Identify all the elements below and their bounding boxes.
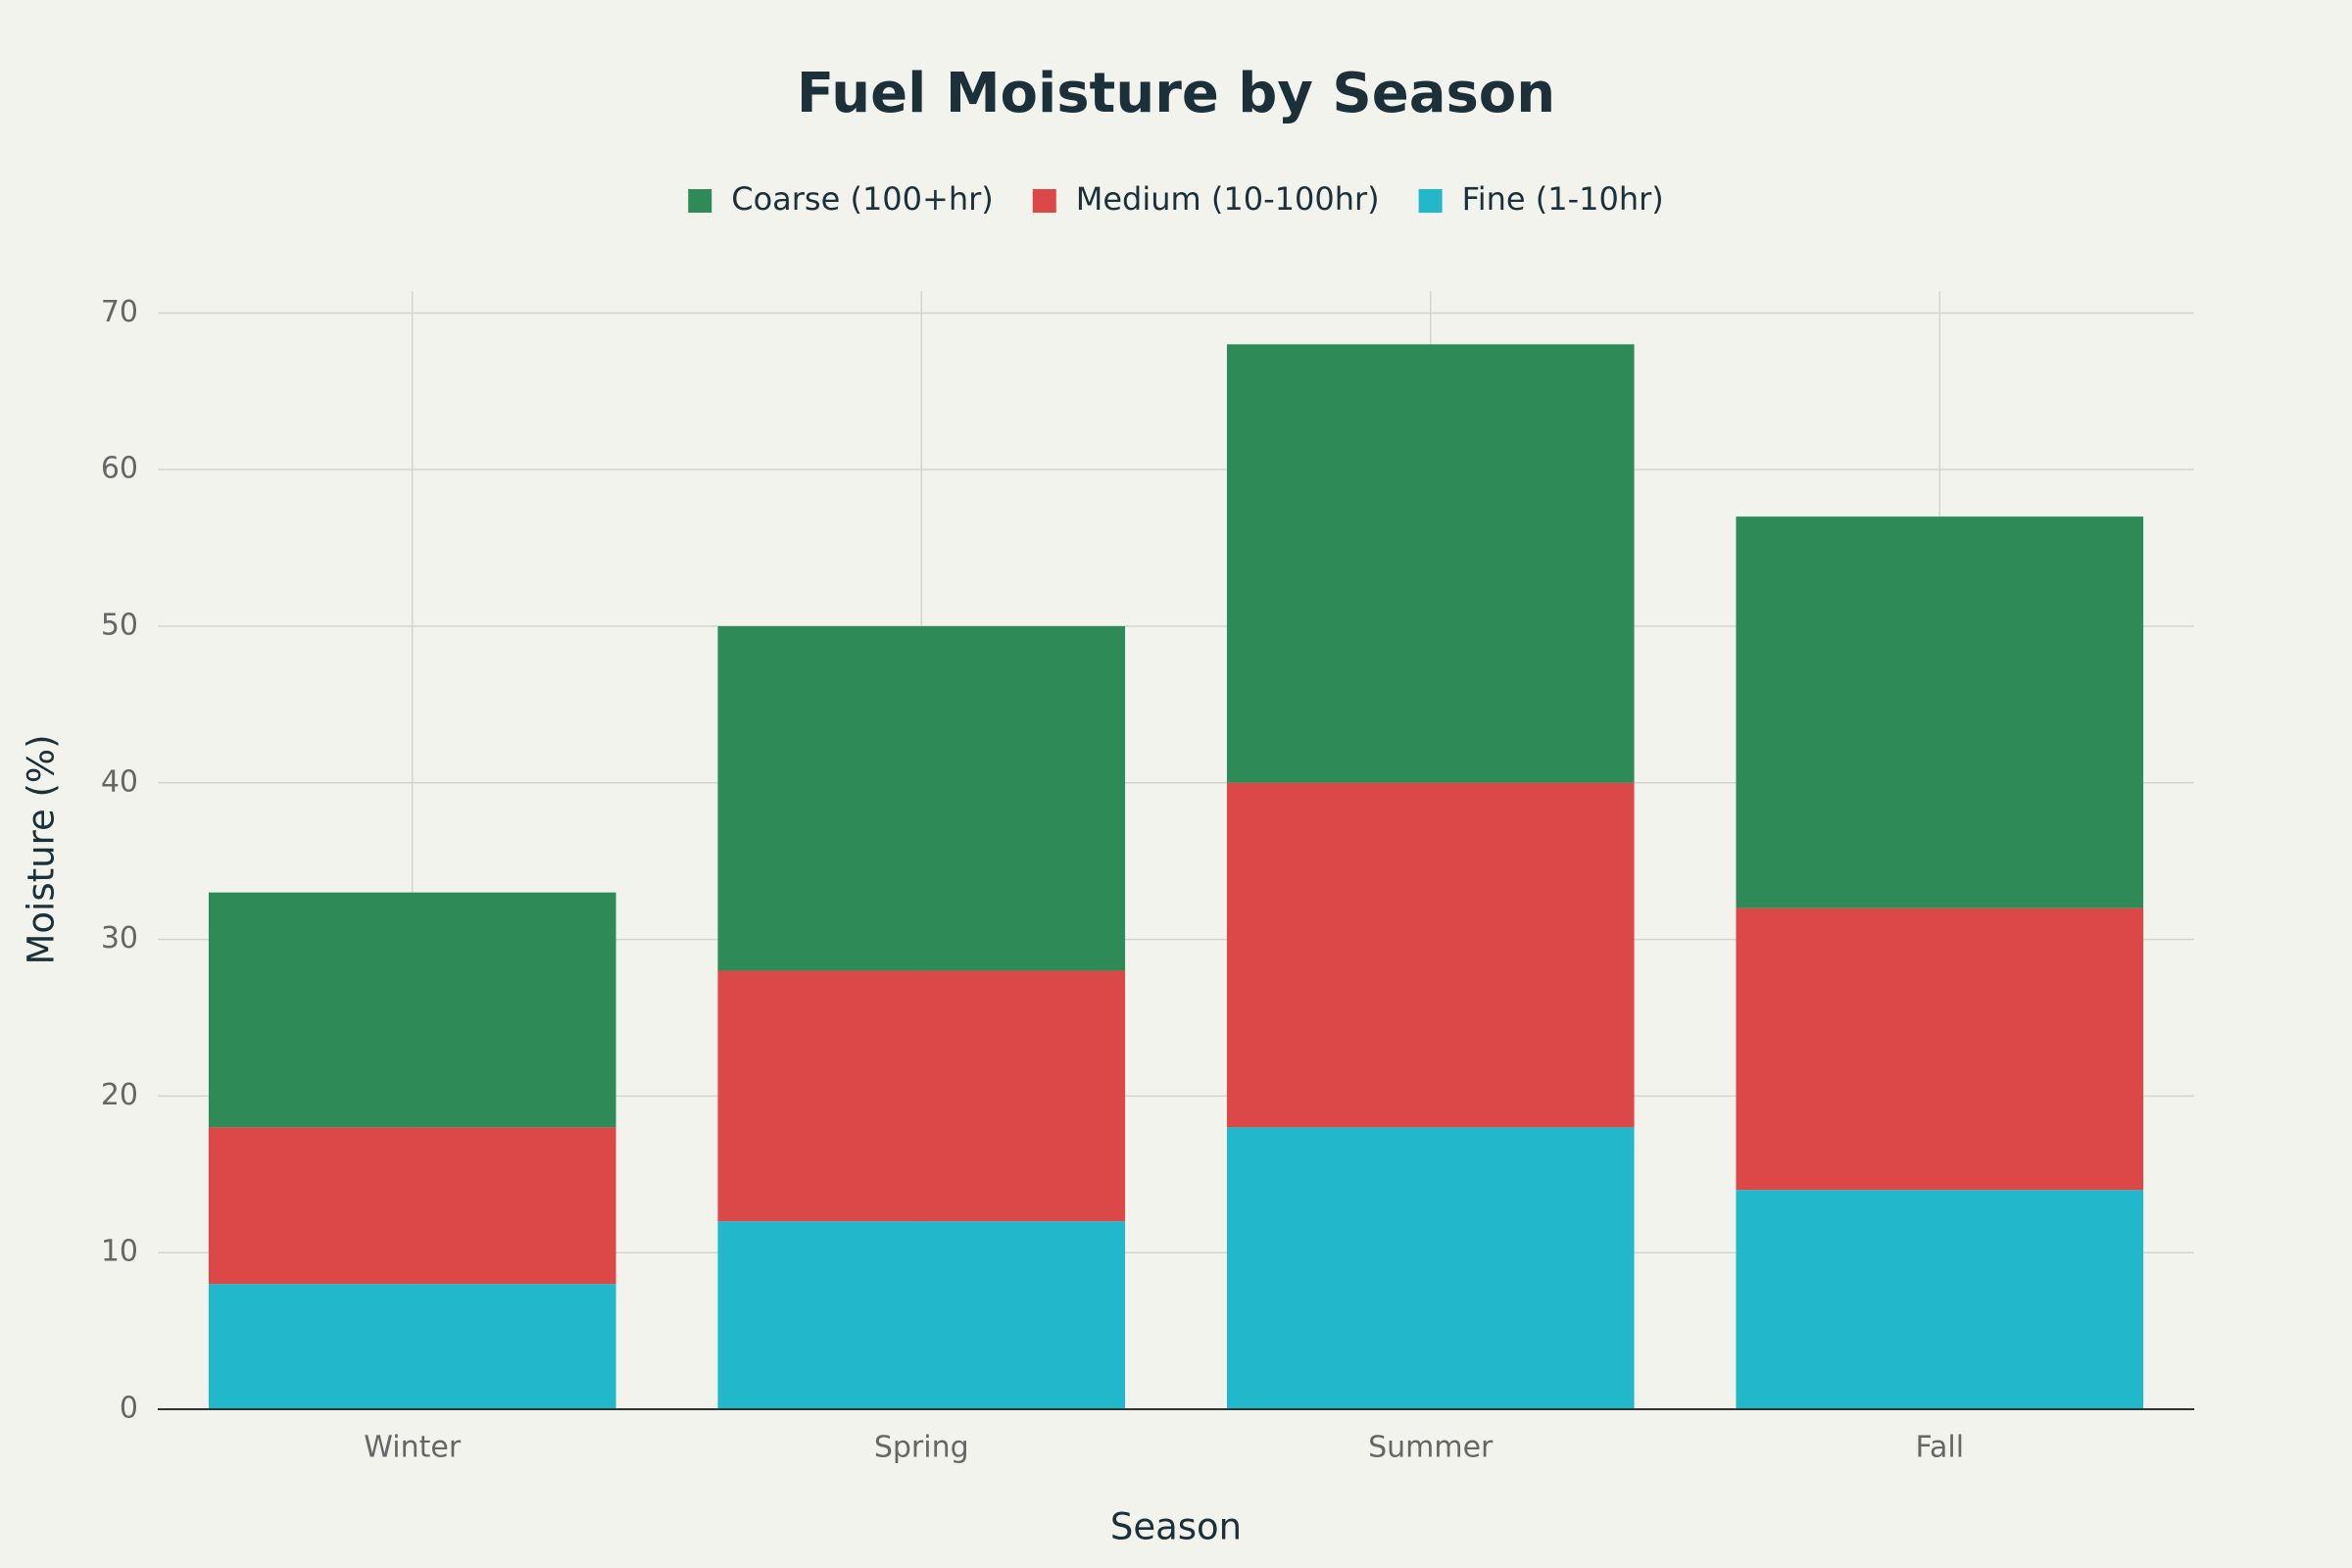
legend-label: Coarse (100+hr) (731, 180, 994, 218)
x-axis-title: Season (1110, 1506, 1242, 1548)
y-tick-label: 20 (101, 1078, 138, 1112)
bar-segment (1226, 782, 1635, 1128)
bar-segment (1736, 516, 2144, 908)
bar-segment (1736, 1190, 2144, 1409)
y-tick-label: 0 (120, 1392, 138, 1426)
y-tick-label: 60 (101, 452, 138, 486)
bar-segment (208, 1284, 616, 1409)
y-tick-label: 70 (101, 295, 138, 329)
bar-segment (717, 1221, 1126, 1409)
bar-segment (1736, 907, 2144, 1191)
bar-segment (717, 970, 1126, 1222)
legend-swatch (688, 189, 712, 213)
legend-swatch (1418, 189, 1443, 213)
legend-label: Fine (1-10hr) (1462, 180, 1664, 218)
bar-segment (208, 892, 616, 1128)
y-axis-title: Moisture (%) (21, 734, 63, 964)
x-tick-label: Summer (1368, 1431, 1494, 1465)
x-tick-label: Fall (1915, 1431, 1964, 1465)
bar-segment (1226, 344, 1635, 783)
chart-title: Fuel Moisture by Season (797, 62, 1555, 125)
bar-segment (717, 625, 1126, 971)
bar-segment (208, 1127, 616, 1285)
y-tick-label: 10 (101, 1235, 138, 1269)
y-tick-label: 50 (101, 608, 138, 642)
y-tick-label: 30 (101, 921, 138, 956)
bar-segment (1226, 1127, 1635, 1409)
legend-label: Medium (10-100hr) (1076, 180, 1380, 218)
x-tick-label: Winter (364, 1431, 462, 1465)
y-tick-label: 40 (101, 764, 138, 799)
x-tick-label: Spring (874, 1431, 969, 1465)
legend-swatch (1032, 189, 1056, 213)
